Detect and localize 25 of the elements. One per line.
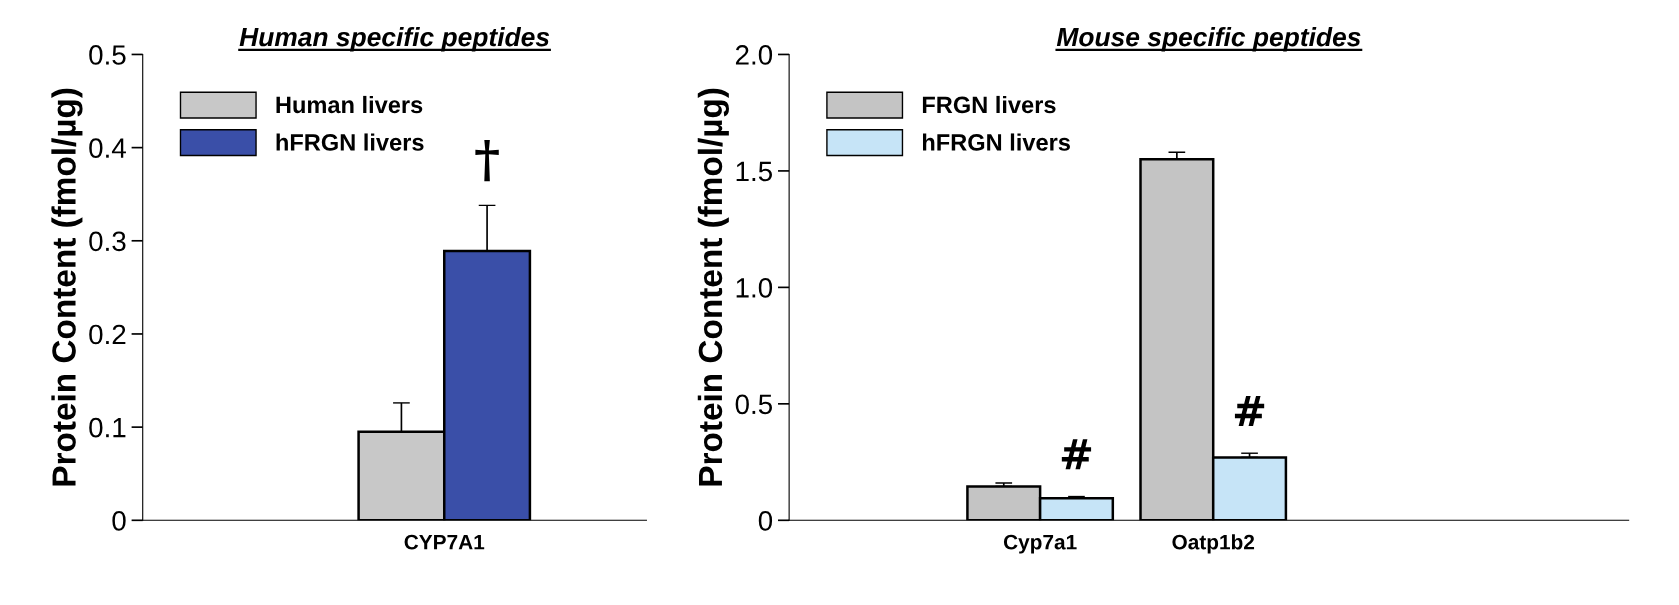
y-tick-label: 0 (758, 510, 773, 531)
legend-label: Human livers (276, 95, 423, 114)
annotation: # (1234, 396, 1265, 426)
y-tick-label: 0.2 (89, 324, 126, 345)
y-tick-label: 0.5 (735, 394, 772, 415)
y-tick-label: 0.1 (89, 417, 126, 438)
y-tick-label: 0.4 (89, 138, 126, 158)
y-tick-label: 0.3 (89, 231, 126, 252)
y-tick-label: 1.5 (736, 161, 772, 182)
chart-title: Human specific peptides (239, 26, 550, 52)
legend-label: FRGN livers (922, 95, 1056, 114)
y-tick-label: 2.0 (735, 45, 773, 65)
y-tick-label: 1.0 (736, 278, 773, 298)
y-tick-label: 0 (112, 510, 126, 531)
x-tick-label: Cyp7a1 (1003, 534, 1077, 554)
legend-label: hFRGN livers (276, 133, 424, 151)
x-tick-label: Oatp1b2 (1172, 534, 1255, 554)
annotation: # (1061, 439, 1092, 470)
chart-title: Mouse specific peptides (1056, 26, 1361, 52)
x-tick-label: CYP7A1 (404, 534, 485, 550)
legend-label: hFRGN livers (923, 133, 1070, 151)
y-axis-title: Protein Content (fmol/µg) (697, 88, 729, 486)
annotation: † (475, 139, 499, 182)
y-tick-label: 0.5 (89, 45, 126, 65)
y-axis-title: Protein Content (fmol/µg) (51, 88, 83, 486)
